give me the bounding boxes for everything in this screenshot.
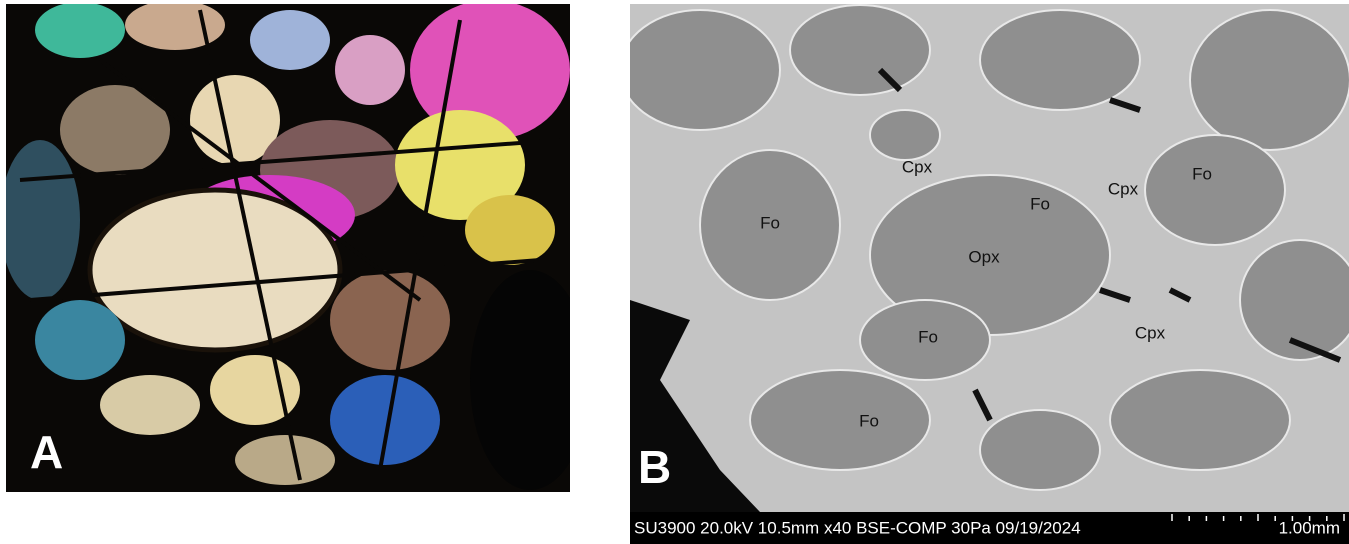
mineral-label: Fo xyxy=(1030,194,1050,213)
mineral-label: Fo xyxy=(760,213,780,232)
mineral-label: Cpx xyxy=(1108,179,1139,198)
mineral-label: Opx xyxy=(968,247,1000,266)
mineral-label: Fo xyxy=(1192,164,1212,183)
panel-a-image xyxy=(0,0,590,492)
mineral-label: Fo xyxy=(918,327,938,346)
mineral-label: Cpx xyxy=(902,157,933,176)
mineral-label: Cpx xyxy=(1135,323,1166,342)
panel-label: B xyxy=(638,441,671,493)
scale-text: 1.00mm xyxy=(1279,518,1340,537)
info-text: SU3900 20.0kV 10.5mm x40 BSE-COMP 30Pa 0… xyxy=(634,518,1081,537)
mineral-label: Fo xyxy=(859,411,879,430)
figure: A Cpx Fo Cpx Fo Fo Opx Cpx Fo Fo xyxy=(0,0,1349,544)
panel-label: A xyxy=(30,426,63,478)
